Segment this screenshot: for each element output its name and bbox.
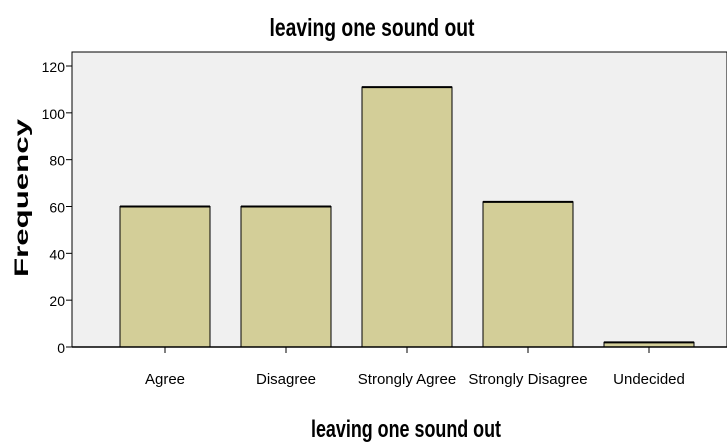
y-tick-label: 120 — [42, 59, 66, 75]
y-axis-label: Frequency — [12, 118, 33, 277]
y-tick-label: 0 — [57, 340, 65, 356]
bar — [482, 201, 574, 348]
bar — [240, 206, 332, 348]
y-tick-label: 100 — [42, 106, 66, 122]
bar — [361, 86, 453, 348]
y-tick-label: 60 — [49, 200, 65, 216]
x-tick-label: Agree — [145, 371, 185, 388]
chart-title: leaving one sound out — [270, 14, 476, 42]
y-tick-label: 80 — [49, 153, 65, 169]
y-tick-label: 40 — [49, 246, 65, 262]
x-tick-label: Disagree — [256, 371, 316, 388]
x-axis: Agree Disagree Strongly Agree Strongly Disa… — [72, 346, 727, 388]
bars — [119, 86, 695, 348]
y-tick-label: 20 — [49, 293, 65, 309]
x-axis-label: leaving one sound out — [311, 416, 501, 443]
bar — [119, 206, 211, 348]
y-axis: 0 20 40 60 80 100 120 — [42, 52, 73, 356]
x-tick-label: Strongly Agree — [358, 371, 456, 388]
x-tick-label: Undecided — [613, 371, 685, 388]
x-tick-label: Strongly Disagree — [468, 371, 587, 388]
